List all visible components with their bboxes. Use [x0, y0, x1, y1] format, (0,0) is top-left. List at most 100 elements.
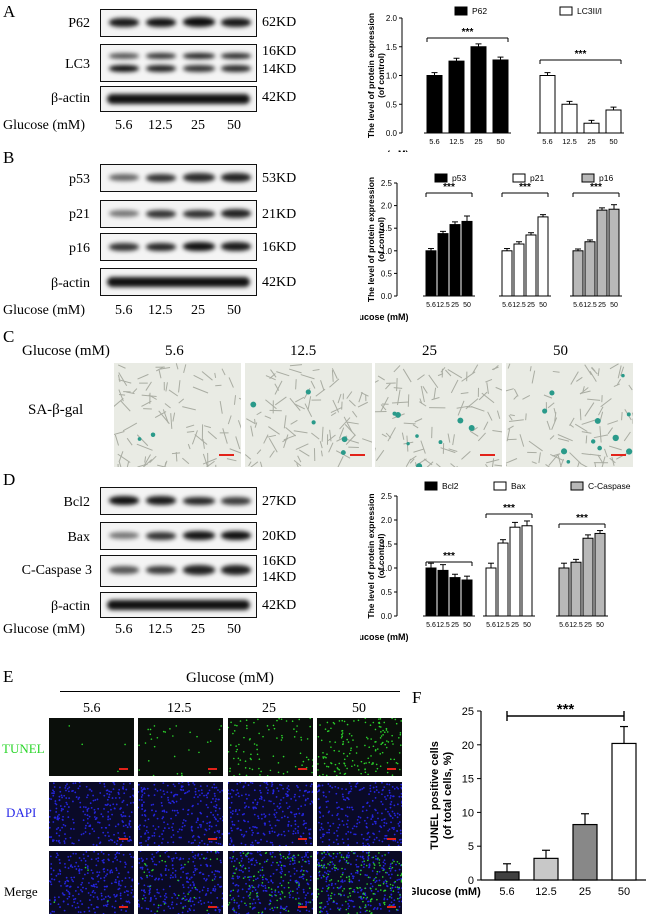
fluorescence-image — [138, 782, 223, 846]
y-tick-label: 1.0 — [381, 247, 393, 256]
lane-b-2: 12.5 — [148, 303, 173, 318]
x-tick-label: 12.5 — [496, 622, 510, 629]
y-tick-label: 2.5 — [381, 492, 393, 501]
fluorescence-image — [49, 851, 134, 914]
panel-letter-b: B — [3, 148, 15, 167]
lane-a-4: 50 — [227, 118, 241, 133]
scale-bar — [480, 454, 495, 456]
legend-label: C-Caspase — [588, 481, 631, 491]
blot-lc3 — [100, 44, 257, 82]
legend-swatch — [424, 481, 438, 491]
legend-swatch — [512, 173, 526, 183]
significance-label: *** — [503, 503, 515, 514]
kd-actin-b: 42KD — [262, 275, 297, 290]
scale-bar — [298, 838, 307, 840]
scale-bar — [387, 768, 396, 770]
kd-p16: 16KD — [262, 240, 297, 255]
scale-bar — [119, 906, 128, 908]
y-axis-label: The level of protein expression — [366, 13, 376, 138]
y-tick-label: 0 — [468, 875, 474, 887]
significance-label: *** — [557, 701, 575, 718]
bar — [513, 243, 525, 297]
bar — [561, 103, 578, 134]
bar — [537, 216, 549, 297]
wb-label-actin-a: β-actin — [51, 91, 90, 106]
glucose-label-d: Glucose (mM) — [3, 622, 86, 637]
bar — [425, 250, 437, 297]
legend-label: p21 — [530, 173, 544, 183]
bar — [572, 250, 584, 297]
dapi-row-label: DAPI — [6, 805, 37, 820]
scale-bar — [387, 838, 396, 840]
x-tick-label: 12.5 — [562, 137, 577, 146]
bar — [605, 109, 622, 134]
y-tick-label: 25 — [462, 706, 474, 718]
y-axis-label: (of control) — [376, 533, 386, 578]
bar — [608, 208, 620, 297]
sa-beta-gal-image — [245, 363, 372, 467]
y-tick-label: 1.0 — [381, 564, 393, 573]
legend-label: Bcl2 — [442, 481, 459, 491]
bar — [448, 60, 465, 134]
bar — [509, 526, 521, 617]
y-tick-label: 2.0 — [381, 202, 393, 211]
x-tick-label: 5.6 — [486, 622, 496, 629]
kd-p21: 21KD — [262, 207, 297, 222]
bar — [584, 241, 596, 297]
wb-label-p21: p21 — [69, 207, 90, 222]
bar — [583, 122, 600, 134]
bar — [582, 537, 594, 617]
fluorescence-image — [228, 851, 313, 914]
x-tick-label: 5.6 — [499, 886, 514, 898]
kd-c-caspase3-14: 14KD — [262, 570, 297, 585]
glucose-label-b: Glucose (mM) — [3, 303, 86, 318]
x-tick-label: 12.5 — [535, 886, 556, 898]
x-axis-label: Glucose (mM) — [360, 149, 409, 152]
bar — [533, 857, 559, 881]
legend-label: Bax — [511, 481, 526, 491]
bar — [461, 220, 473, 297]
x-tick-label: 12.5 — [569, 622, 583, 629]
sa-beta-gal-image — [375, 363, 502, 467]
bar — [461, 579, 473, 617]
y-tick-label: 0.5 — [381, 588, 393, 597]
y-tick-label: 5 — [468, 841, 474, 853]
x-tick-label: 5.6 — [542, 137, 552, 146]
x-tick-label: 50 — [610, 302, 618, 309]
significance-label: *** — [590, 182, 602, 193]
fluorescence-image — [228, 718, 313, 776]
blot-p16 — [100, 233, 257, 261]
bar — [596, 209, 608, 297]
kd-bax: 20KD — [262, 529, 297, 544]
scale-bar — [387, 906, 396, 908]
bar — [485, 567, 497, 617]
scale-bar — [119, 838, 128, 840]
bar — [426, 75, 443, 134]
lane-d-2: 12.5 — [148, 622, 173, 637]
x-tick-label: 25 — [474, 137, 482, 146]
panel-letter-a: A — [3, 2, 16, 21]
legend-swatch — [434, 173, 448, 183]
conc-e-3: 25 — [262, 701, 276, 716]
chart-d: 0.0 0.5 1.0 1.5 2.0 2.5 The level of protein e… — [360, 481, 631, 642]
wb-label-actin-d: β-actin — [51, 599, 90, 614]
y-axis-label: (of total cells, %) — [442, 751, 454, 839]
y-tick-label: 2.0 — [386, 14, 398, 23]
lane-a-3: 25 — [191, 118, 205, 133]
kd-bcl2: 27KD — [262, 494, 297, 509]
chart-f: 0 5 10 15 20 25 TUNEL positive cells (of total … — [412, 701, 646, 898]
y-tick-label: 1.0 — [386, 72, 398, 81]
scale-bar — [611, 454, 626, 456]
y-tick-label: 1.5 — [381, 224, 393, 233]
wb-label-c-caspase3: C-Caspase 3 — [21, 563, 92, 578]
x-tick-label: 50 — [463, 622, 471, 629]
panel-letter-e: E — [3, 667, 14, 686]
lane-d-3: 25 — [191, 622, 205, 637]
fluorescence-image — [317, 851, 402, 914]
tunel-row-label: TUNEL — [2, 741, 45, 756]
conc-e-4: 50 — [352, 701, 366, 716]
legend-swatch — [454, 6, 468, 16]
x-tick-label: 12.5 — [449, 137, 464, 146]
lane-b-4: 50 — [227, 303, 241, 318]
y-tick-label: 2.0 — [381, 516, 393, 525]
